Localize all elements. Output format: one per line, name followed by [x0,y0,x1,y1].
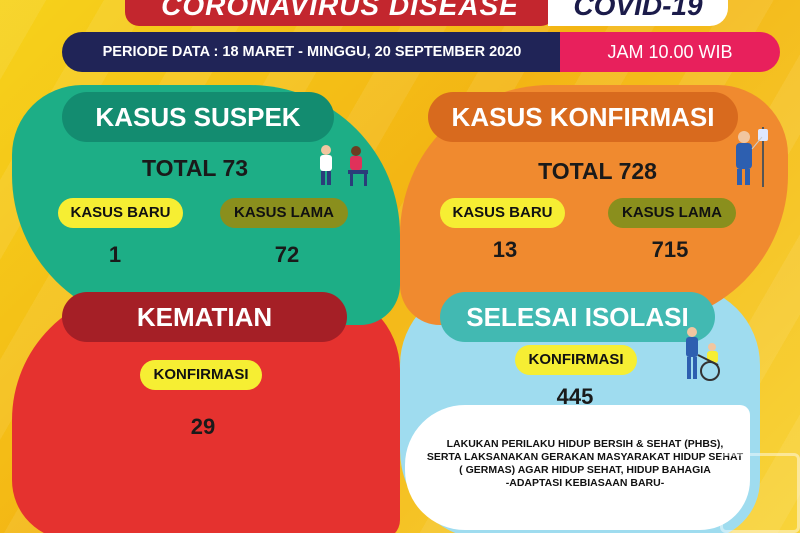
doctor-patient-icon [312,142,374,188]
isolasi-konfirmasi-label: KONFIRMASI [515,345,637,375]
konfirmasi-lama-label: KASUS LAMA [608,198,736,228]
isolasi-title: SELESAI ISOLASI [440,292,715,342]
konfirmasi-title: KASUS KONFIRMASI [428,92,738,142]
konfirmasi-lama-value: 715 [651,237,689,262]
time-bar: JAM 10.00 WIB [560,32,780,72]
note-line-1: LAKUKAN PERILAKU HIDUP BERSIH & SEHAT (P… [446,438,724,450]
suspek-baru-value: 1 [108,242,122,267]
note-line-4: -ADAPTASI KEBIASAAN BARU- [505,477,665,489]
suspek-baru-label: KASUS BARU [58,198,183,228]
konfirmasi-total: TOTAL 728 [538,158,657,184]
note-line-3: ( GERMAS) AGAR HIDUP SEHAT, HIDUP BAHAGI… [459,464,711,476]
kematian-konfirmasi-label: KONFIRMASI [140,360,262,390]
kematian-value: 29 [190,414,216,439]
suspek-total: TOTAL 73 [141,155,249,181]
wheelchair-icon [680,325,730,383]
title-banner: CORONAVIRUS DISEASE [125,0,555,26]
health-note: LAKUKAN PERILAKU HIDUP BERSIH & SEHAT (P… [420,438,750,490]
isolasi-value: 445 [556,384,594,409]
note-line-2: SERTA LAKSANAKAN GERAKAN MASYARAKAT HIDU… [426,451,744,463]
note-bubble [405,405,750,530]
periode-bar: PERIODE DATA : 18 MARET - MINGGU, 20 SEP… [62,32,562,72]
decorative-pattern [720,453,800,533]
covid-badge: COVID-19 [573,0,703,21]
badge-banner: COVID-19 [548,0,728,26]
patient-iv-icon [730,125,775,190]
suspek-lama-label: KASUS LAMA [220,198,348,228]
kematian-title: KEMATIAN [62,292,347,342]
suspek-title: KASUS SUSPEK [62,92,334,142]
konfirmasi-baru-label: KASUS BARU [440,198,565,228]
konfirmasi-baru-value: 13 [492,237,518,262]
suspek-lama-value: 72 [274,242,300,267]
page-title: CORONAVIRUS DISEASE [161,0,519,21]
